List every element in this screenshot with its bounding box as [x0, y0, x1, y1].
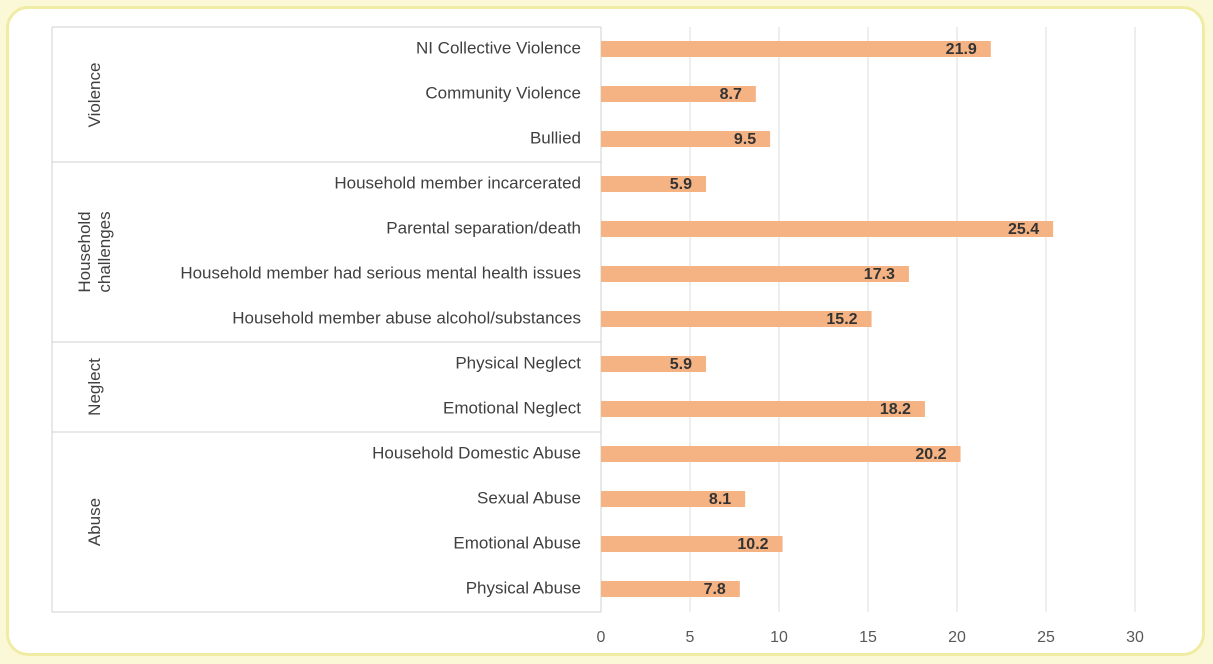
x-tick-label: 25 — [1037, 629, 1055, 646]
bar — [601, 491, 746, 507]
value-label: 20.2 — [915, 446, 946, 463]
value-label: 8.1 — [709, 491, 731, 508]
category-label: Parental separation/death — [386, 218, 581, 237]
value-label: 15.2 — [826, 311, 857, 328]
bar — [601, 131, 771, 147]
bar — [601, 446, 961, 462]
bar — [601, 581, 740, 597]
bar — [601, 311, 872, 327]
group-label: Abuse — [85, 497, 104, 547]
bar — [601, 176, 707, 192]
group-label: Household challenges — [75, 211, 114, 293]
category-label: Emotional Abuse — [453, 533, 581, 552]
x-tick-label: 20 — [948, 629, 966, 646]
x-tick-label: 0 — [597, 629, 606, 646]
category-label: Household Domestic Abuse — [372, 443, 581, 462]
value-label: 18.2 — [880, 401, 911, 418]
bar — [601, 401, 925, 417]
value-label: 7.8 — [704, 581, 726, 598]
category-label: Emotional Neglect — [443, 398, 581, 417]
category-label: Household member had serious mental heal… — [180, 263, 581, 282]
value-label: 8.7 — [720, 86, 742, 103]
value-label: 21.9 — [946, 41, 977, 58]
bar — [601, 221, 1054, 237]
bar — [601, 536, 783, 552]
bar — [601, 86, 756, 102]
bar — [601, 356, 707, 372]
group-label: Neglect — [85, 358, 104, 416]
value-label: 5.9 — [670, 176, 692, 193]
category-label: NI Collective Violence — [416, 38, 581, 57]
category-label: Household member incarcerated — [334, 173, 581, 192]
category-label: Physical Abuse — [466, 578, 581, 597]
value-label: 10.2 — [737, 536, 768, 553]
x-tick-label: 15 — [859, 629, 877, 646]
x-tick-label: 30 — [1126, 629, 1144, 646]
value-label: 25.4 — [1008, 221, 1039, 238]
value-label: 17.3 — [864, 266, 895, 283]
value-label: 9.5 — [734, 131, 756, 148]
bar — [601, 266, 909, 282]
bar — [601, 41, 991, 57]
x-tick-label: 10 — [770, 629, 788, 646]
value-label: 5.9 — [670, 356, 692, 373]
category-label: Bullied — [530, 128, 581, 147]
group-label: Violence — [85, 62, 104, 127]
category-label: Household member abuse alcohol/substance… — [232, 308, 581, 327]
category-label: Physical Neglect — [455, 353, 581, 372]
x-tick-label: 5 — [686, 629, 695, 646]
category-label: Sexual Abuse — [477, 488, 581, 507]
category-label: Community Violence — [425, 83, 581, 102]
